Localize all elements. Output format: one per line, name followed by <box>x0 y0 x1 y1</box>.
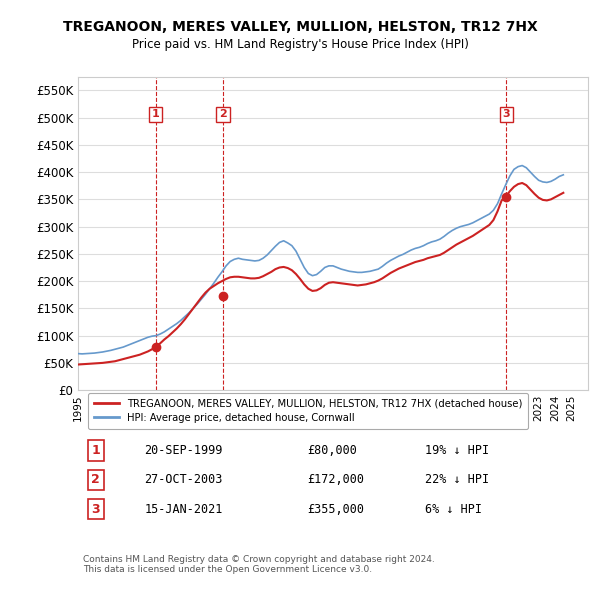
Text: 22% ↓ HPI: 22% ↓ HPI <box>425 474 489 487</box>
Text: 20-SEP-1999: 20-SEP-1999 <box>145 444 223 457</box>
Text: 1: 1 <box>91 444 100 457</box>
Text: £172,000: £172,000 <box>308 474 365 487</box>
Text: 2: 2 <box>219 109 227 119</box>
Text: £80,000: £80,000 <box>308 444 358 457</box>
Text: 6% ↓ HPI: 6% ↓ HPI <box>425 503 482 516</box>
Text: 3: 3 <box>503 109 510 119</box>
Text: £355,000: £355,000 <box>308 503 365 516</box>
Legend: TREGANOON, MERES VALLEY, MULLION, HELSTON, TR12 7HX (detached house), HPI: Avera: TREGANOON, MERES VALLEY, MULLION, HELSTO… <box>88 392 529 428</box>
Text: 19% ↓ HPI: 19% ↓ HPI <box>425 444 489 457</box>
Text: 2: 2 <box>91 474 100 487</box>
Text: TREGANOON, MERES VALLEY, MULLION, HELSTON, TR12 7HX: TREGANOON, MERES VALLEY, MULLION, HELSTO… <box>62 19 538 34</box>
Text: 3: 3 <box>92 503 100 516</box>
Text: 15-JAN-2021: 15-JAN-2021 <box>145 503 223 516</box>
Text: 27-OCT-2003: 27-OCT-2003 <box>145 474 223 487</box>
Text: Price paid vs. HM Land Registry's House Price Index (HPI): Price paid vs. HM Land Registry's House … <box>131 38 469 51</box>
Text: Contains HM Land Registry data © Crown copyright and database right 2024.
This d: Contains HM Land Registry data © Crown c… <box>83 555 435 574</box>
Text: 1: 1 <box>152 109 160 119</box>
